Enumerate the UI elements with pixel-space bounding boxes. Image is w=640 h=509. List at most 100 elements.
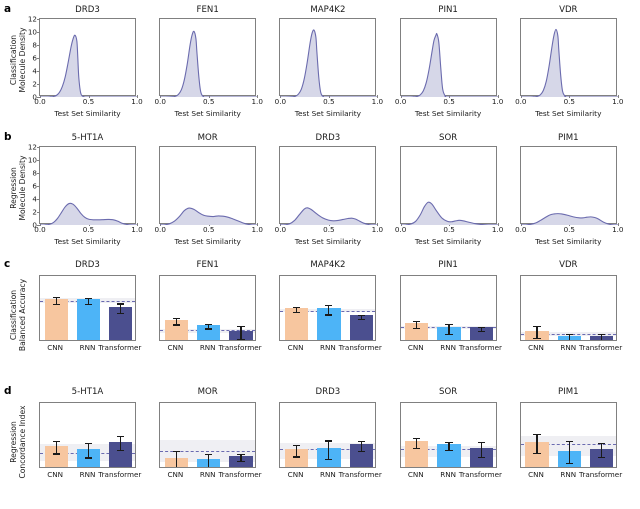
kde-curve xyxy=(520,213,618,225)
bar-plot-c-0: 0.50.60.70.80.91.0 xyxy=(39,275,136,341)
y-ticklabel: 12 xyxy=(27,14,37,24)
x-ticklabel: 1.0 xyxy=(371,225,384,235)
subplot-title: SOR xyxy=(438,387,458,397)
x-tickmark xyxy=(537,340,538,341)
category-label-transformer: Transformer xyxy=(579,470,623,480)
error-bar xyxy=(416,320,418,329)
subplot-title: FEN1 xyxy=(196,5,219,15)
category-label-cnn: CNN xyxy=(47,343,64,353)
x-tickmark xyxy=(520,223,522,226)
error-cap-bottom xyxy=(533,452,541,454)
subplot-d-2: DRD3 xyxy=(265,382,390,509)
subplot-a-0: DRD3 xyxy=(25,0,150,128)
category-label-rnn: RNN xyxy=(79,470,96,480)
subplot-title: DRD3 xyxy=(315,133,341,143)
x-ticklabel: 1.0 xyxy=(491,97,504,107)
error-cap-bottom xyxy=(292,456,301,458)
x-tickmark xyxy=(209,467,210,468)
x-tickmark xyxy=(40,223,41,226)
subplot-title: PIN1 xyxy=(438,5,458,15)
subplot-c-0: DRD3 xyxy=(25,255,150,382)
category-label-cnn: CNN xyxy=(167,470,184,480)
subplot-title: MOR xyxy=(197,387,218,397)
x-ticklabel: 0.5 xyxy=(443,225,455,235)
error-bar xyxy=(208,323,210,330)
error-cap-top xyxy=(533,326,541,328)
kde-plot-a-1: 0.0 0.5 1.0 xyxy=(154,18,263,105)
error-bar xyxy=(175,450,177,467)
subplot-d-3: SOR xyxy=(386,382,511,509)
x-tickmark xyxy=(497,95,499,98)
x-tickmark xyxy=(280,95,282,98)
panel-a: a Classification Molecule Density DRD3 0 2… xyxy=(0,0,640,128)
kde-curve xyxy=(280,29,378,97)
error-cap-top xyxy=(598,333,606,335)
y-tickmark xyxy=(37,97,40,98)
error-bar xyxy=(55,440,57,455)
error-bar xyxy=(536,434,538,454)
x-ticklabel: 1.0 xyxy=(251,225,263,235)
kde-curve xyxy=(160,207,258,225)
y-ticklabel: 4 xyxy=(32,194,37,204)
category-label-transformer: Transformer xyxy=(218,343,262,353)
kde-curve xyxy=(280,207,378,225)
bar-plot-c-3 xyxy=(399,275,497,341)
bar-cnn xyxy=(44,299,68,340)
kde-curve xyxy=(520,28,618,97)
y-tickmark xyxy=(39,316,40,317)
y-tickmark xyxy=(39,289,40,290)
error-bar xyxy=(416,437,418,449)
panel-letter-a: a xyxy=(4,3,12,15)
x-tickmark xyxy=(361,467,362,468)
y-tickmark xyxy=(37,71,40,72)
x-tickmark xyxy=(137,223,138,226)
error-bar xyxy=(120,303,122,314)
subplot-a-3: PIN1 xyxy=(386,0,511,128)
kde-plot-a-0: 0 2 4 6 8 10 12 0.0 0.5 1.0 xyxy=(28,15,143,105)
bar-plot-c-4 xyxy=(519,275,617,341)
panel-letter-c: c xyxy=(4,258,11,270)
error-cap-top xyxy=(445,441,453,443)
subplot-c-1: FEN1 xyxy=(145,255,270,382)
error-cap-top xyxy=(117,435,125,438)
x-axis-label: Test Set Similarity xyxy=(294,109,362,118)
error-bar xyxy=(295,306,298,313)
subplot-title: MOR xyxy=(197,133,218,143)
subplot-title: PIN1 xyxy=(438,260,458,270)
y-tickmark xyxy=(39,443,40,444)
subplot-b-4: PIM1 xyxy=(506,128,631,255)
x-axis-label: Test Set Similarity xyxy=(294,237,362,246)
x-axis-label: Test Set Similarity xyxy=(54,237,121,246)
x-axis-label: Test Set Similarity xyxy=(535,237,602,246)
error-cap-top xyxy=(565,333,573,336)
error-bar xyxy=(328,440,330,460)
subplot-b-3: SOR xyxy=(386,128,511,255)
error-cap-bottom xyxy=(357,318,365,320)
x-tickmark xyxy=(209,340,210,341)
bar-rnn xyxy=(197,324,221,340)
x-tickmark xyxy=(329,467,330,468)
error-bar xyxy=(55,296,57,306)
error-bar xyxy=(480,326,482,333)
x-axis-label: Test Set Similarity xyxy=(414,237,482,246)
error-bar xyxy=(480,442,482,458)
y-tickmark xyxy=(37,84,40,85)
category-label-transformer: Transformer xyxy=(458,343,502,353)
bar-cnn xyxy=(284,307,309,340)
error-bar xyxy=(208,453,210,467)
error-cap-bottom xyxy=(325,314,333,316)
x-ticklabel: 0.5 xyxy=(202,225,215,235)
error-cap-top xyxy=(477,326,485,328)
panel-b: b Regression Molecule Density 5-HT1A 0 2 4 6… xyxy=(0,128,640,255)
error-cap-bottom xyxy=(237,460,245,462)
x-tickmark xyxy=(361,340,362,341)
bar-cnn xyxy=(284,449,309,467)
x-tickmark xyxy=(617,223,619,226)
category-label-cnn: CNN xyxy=(287,343,304,353)
error-cap-top xyxy=(172,318,180,320)
x-axis-label: Test Set Similarity xyxy=(174,237,241,246)
bar-rnn xyxy=(437,444,461,467)
x-axis-label: Test Set Similarity xyxy=(535,109,602,118)
x-tickmark xyxy=(208,95,210,98)
x-ticklabel: 1.0 xyxy=(371,97,384,107)
